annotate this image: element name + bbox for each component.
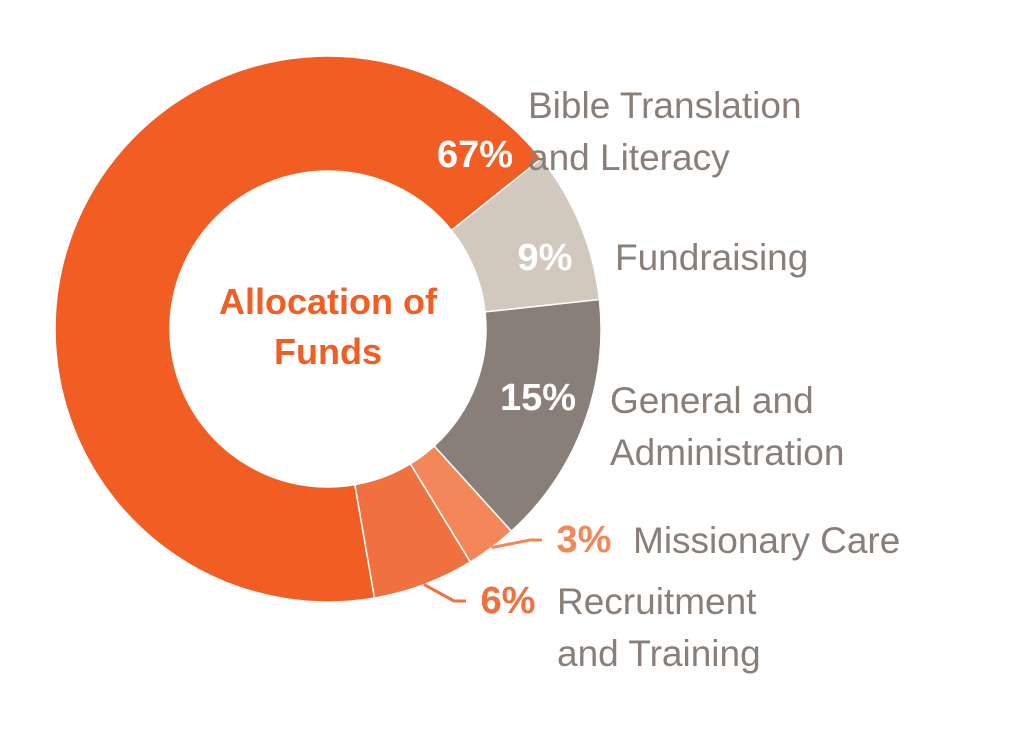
value-label: 67% xyxy=(436,134,514,176)
value-label: 15% xyxy=(499,377,577,419)
value-label: 6% xyxy=(480,580,536,622)
category-label: Missionary Care xyxy=(633,520,901,561)
category-label: Fundraising xyxy=(615,237,809,278)
value-label: 9% xyxy=(517,237,573,279)
donut-segment xyxy=(354,462,472,599)
leader-line xyxy=(491,538,542,550)
category-label: Bible Translation and Literacy xyxy=(528,85,802,178)
category-label: Recruitment and Training xyxy=(557,581,761,674)
category-label: General and Administration xyxy=(610,380,845,473)
value-label: 3% xyxy=(556,519,612,561)
donut-segment xyxy=(54,55,543,603)
chart-title: Allocation of Funds xyxy=(219,281,437,372)
leader-line xyxy=(423,583,466,603)
